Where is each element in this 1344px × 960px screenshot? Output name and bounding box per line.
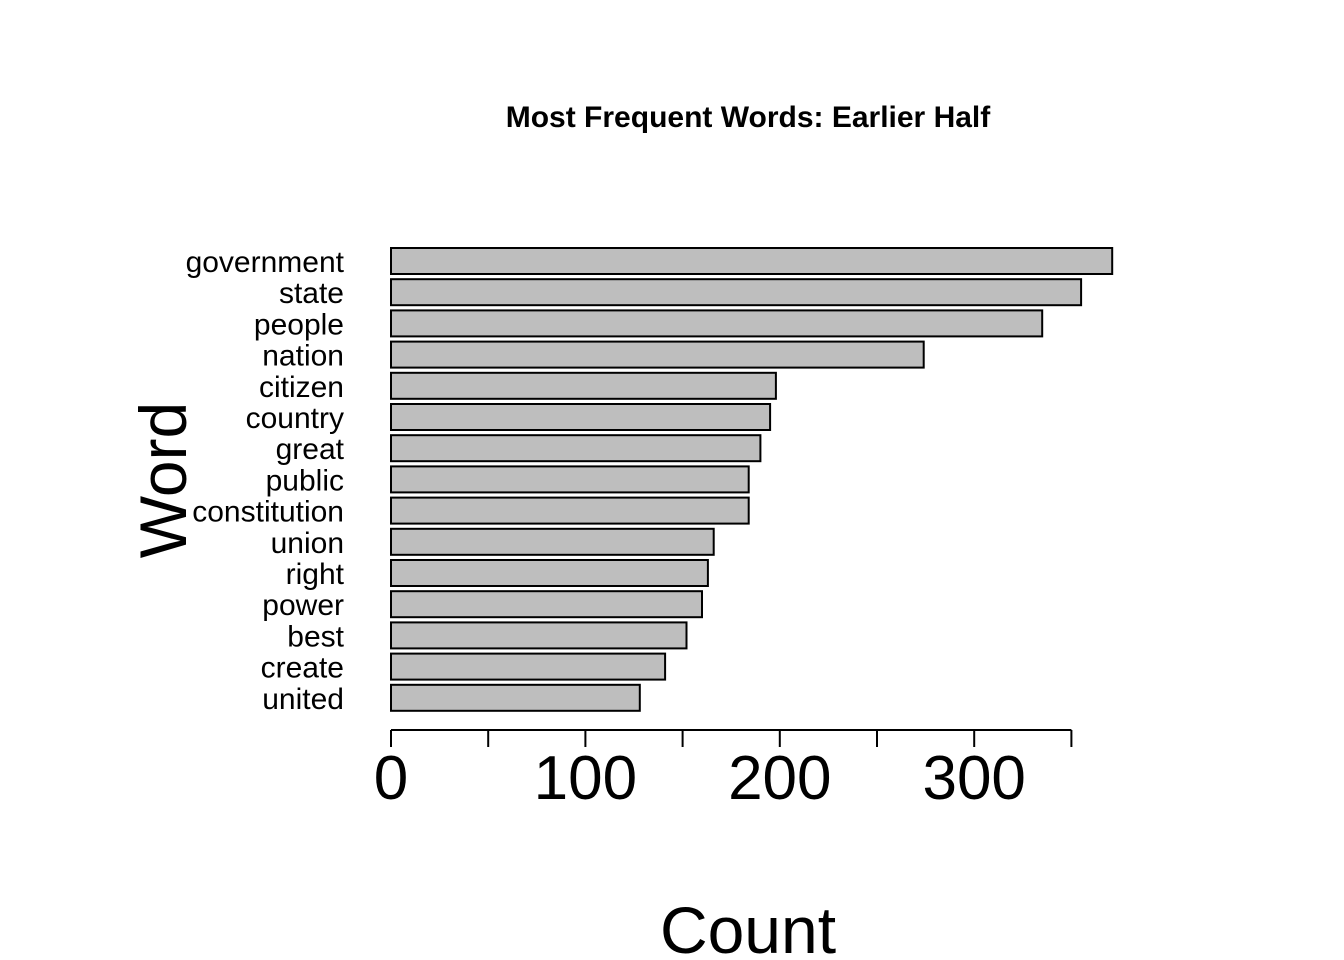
chart-title: Most Frequent Words: Earlier Half [506,101,992,134]
bar-public [390,465,750,494]
bar-great [390,434,762,463]
bar-nation [390,340,925,369]
category-label-right: right [286,558,345,591]
bar-constitution [390,496,750,525]
category-label-people: people [254,308,344,341]
category-label-united: united [262,683,344,716]
bar-government [390,247,1114,275]
x-axis-label: Count [660,893,836,960]
category-label-power: power [262,589,344,622]
category-labels-group: governmentstatepeoplenationcitizencountr… [186,246,345,716]
bar-state [390,278,1083,307]
category-label-constitution: constitution [192,496,344,529]
category-label-create: create [261,652,344,685]
bar-power [390,590,703,619]
x-tick-label-300: 300 [922,744,1025,813]
category-label-union: union [271,527,344,560]
bar-union [390,527,715,556]
category-label-country: country [246,402,344,435]
x-tick-label-0: 0 [374,744,408,813]
category-label-citizen: citizen [259,371,344,404]
bar-citizen [390,371,777,400]
category-label-best: best [287,620,344,653]
bar-best [390,621,688,650]
category-label-government: government [186,246,345,279]
bars-group [390,247,1114,712]
category-label-nation: nation [262,340,344,373]
y-axis-label: Word [126,402,200,559]
bar-country [390,403,772,431]
category-label-state: state [279,277,344,310]
x-tick-label-200: 200 [728,744,831,813]
x-tick-label-100: 100 [534,744,637,813]
bar-right [390,559,709,587]
x-axis: 0 100 200 300 [374,729,1073,813]
bar-create [390,652,667,681]
category-label-great: great [276,433,345,466]
bar-people [390,309,1044,338]
bar-united [390,683,641,712]
category-label-public: public [266,464,344,497]
